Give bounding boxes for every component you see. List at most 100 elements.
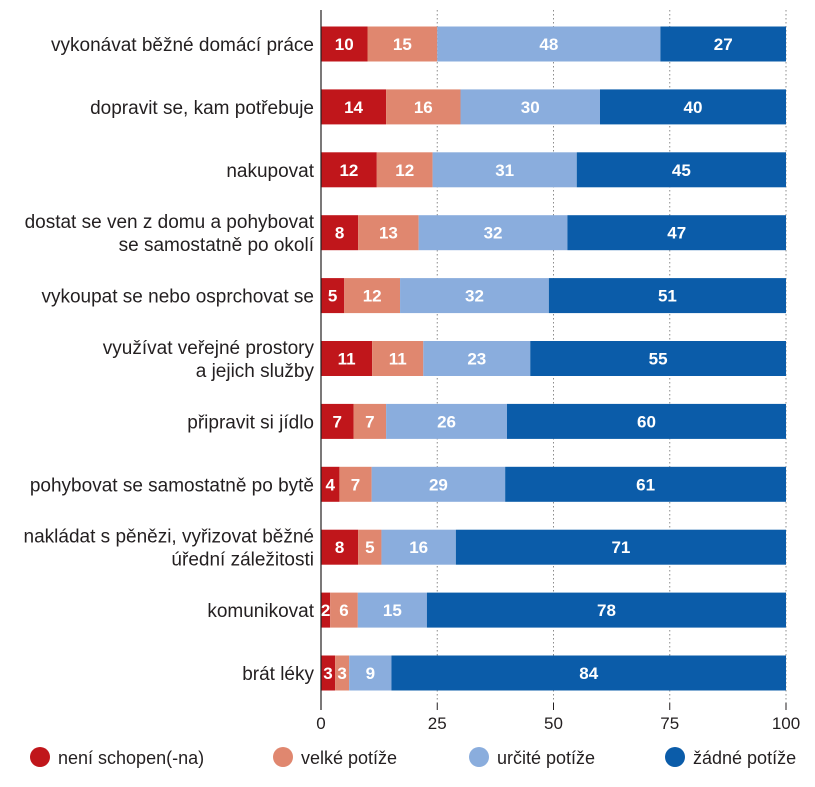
category-label-line: pohybovat se samostatně po bytě: [30, 475, 314, 496]
category-label-line: nakládat s pěnězi, vyřizovat běžné: [24, 527, 314, 548]
bar-segment: [357, 592, 427, 628]
bar-row: 5 12 32 51: [321, 278, 786, 314]
bar-segment: [372, 341, 424, 376]
data-label: 11: [338, 350, 356, 369]
data-label: 3: [337, 664, 346, 683]
bar-segment: [376, 152, 433, 188]
category-label: komunikovat: [207, 601, 314, 622]
bar-segment: [321, 26, 368, 62]
data-label: 8: [335, 224, 344, 243]
bar-row: 3 3 9 84: [321, 655, 786, 691]
data-label: 16: [409, 538, 428, 557]
data-label: 11: [389, 350, 407, 369]
x-tick-label: 100: [772, 714, 800, 733]
data-label: 26: [437, 412, 456, 431]
bar-segment: [548, 278, 786, 314]
bar-row: 14 16 30 40: [321, 89, 786, 125]
data-label: 14: [344, 98, 363, 117]
legend-swatch: [30, 747, 50, 767]
data-label: 3: [323, 664, 332, 683]
bar-segment: [460, 89, 600, 125]
bar-segment: [391, 655, 786, 691]
legend: není schopen(-na) velké potíže určité po…: [30, 747, 796, 768]
data-label: 29: [429, 475, 448, 494]
data-label: 13: [379, 224, 398, 243]
legend-item: není schopen(-na): [30, 747, 204, 768]
bar-segment: [505, 466, 786, 502]
category-label: vykoupat se nebo osprchovat se: [41, 287, 314, 308]
data-label: 47: [667, 224, 686, 243]
bar-segment: [321, 403, 354, 439]
data-label: 2: [321, 601, 330, 620]
category-labels: vykonávat běžné domácí práce dopravit se,…: [24, 35, 315, 685]
legend-swatch: [665, 747, 685, 767]
data-label: 7: [351, 475, 360, 494]
bar-segment: [321, 341, 373, 376]
bar-segment: [386, 403, 507, 439]
category-label-line: komunikovat: [207, 601, 314, 622]
data-label: 27: [714, 35, 733, 54]
category-label-line: úřední záležitosti: [171, 550, 314, 571]
category-label: dopravit se, kam potřebuje: [90, 98, 314, 119]
data-label: 32: [465, 287, 484, 306]
data-label: 8: [335, 538, 344, 557]
bar-segment: [418, 215, 568, 251]
bar-segment: [321, 215, 359, 251]
data-label: 61: [636, 475, 655, 494]
bar-row: 10 15 48 27: [321, 26, 786, 62]
bar-segment: [321, 278, 345, 314]
category-label: nakupovat: [226, 161, 314, 182]
data-label: 84: [579, 664, 598, 683]
bar-segment: [321, 89, 387, 125]
bar-segment: [600, 89, 786, 125]
category-label: dostat se ven z domu a pohybovat se samos…: [25, 212, 315, 256]
category-label-line: využívat veřejné prostory: [103, 338, 315, 359]
bar-row: 4 7 29 61: [321, 466, 786, 502]
category-label-line: připravit si jídlo: [187, 412, 314, 433]
bar-segment: [432, 152, 577, 188]
data-label: 5: [365, 538, 374, 557]
category-label-line: dostat se ven z domu a pohybovat: [25, 212, 315, 233]
data-label: 12: [339, 161, 358, 180]
bar-segment: [344, 278, 401, 314]
data-label: 32: [484, 224, 503, 243]
category-label: nakládat s pěnězi, vyřizovat běžné úřední…: [24, 527, 314, 571]
bar-segment: [321, 529, 359, 565]
category-label: využívat veřejné prostory a jejich služby: [103, 338, 315, 382]
bar-segment: [358, 215, 419, 251]
legend-label: není schopen(-na): [58, 748, 204, 768]
bar-segment: [358, 529, 382, 565]
data-label: 4: [325, 475, 335, 494]
data-label: 15: [393, 35, 412, 54]
bar-segment: [330, 592, 358, 628]
bar-segment: [371, 466, 506, 502]
bar-segment: [321, 655, 336, 691]
legend-label: žádné potíže: [693, 748, 796, 768]
data-label: 12: [395, 161, 414, 180]
data-label: 6: [339, 601, 348, 620]
x-tick-label: 0: [316, 714, 325, 733]
bar-segment: [507, 403, 786, 439]
bar-row: 7 7 26 60: [321, 403, 786, 439]
bar-segment: [353, 403, 387, 439]
bar-segment: [321, 466, 340, 502]
x-tick-label: 25: [428, 714, 447, 733]
bar-segment: [530, 341, 786, 376]
bar-segment: [349, 655, 392, 691]
bar-segment: [455, 529, 786, 565]
bar-segment: [437, 26, 661, 62]
x-tick-label: 50: [544, 714, 563, 733]
bar-segment: [335, 655, 350, 691]
data-label: 48: [539, 35, 558, 54]
category-label: pohybovat se samostatně po bytě: [30, 475, 314, 496]
bar-row: 8 13 32 47: [321, 215, 786, 251]
bar-row: 2 6 15 78: [321, 592, 786, 628]
category-label-line: vykoupat se nebo osprchovat se: [41, 287, 314, 308]
data-label: 71: [611, 538, 630, 557]
data-label: 55: [649, 350, 668, 369]
legend-item: velké potíže: [273, 747, 397, 768]
bar-segment: [426, 592, 786, 628]
data-label: 12: [363, 287, 382, 306]
data-label: 15: [383, 601, 402, 620]
category-label: připravit si jídlo: [187, 412, 314, 433]
